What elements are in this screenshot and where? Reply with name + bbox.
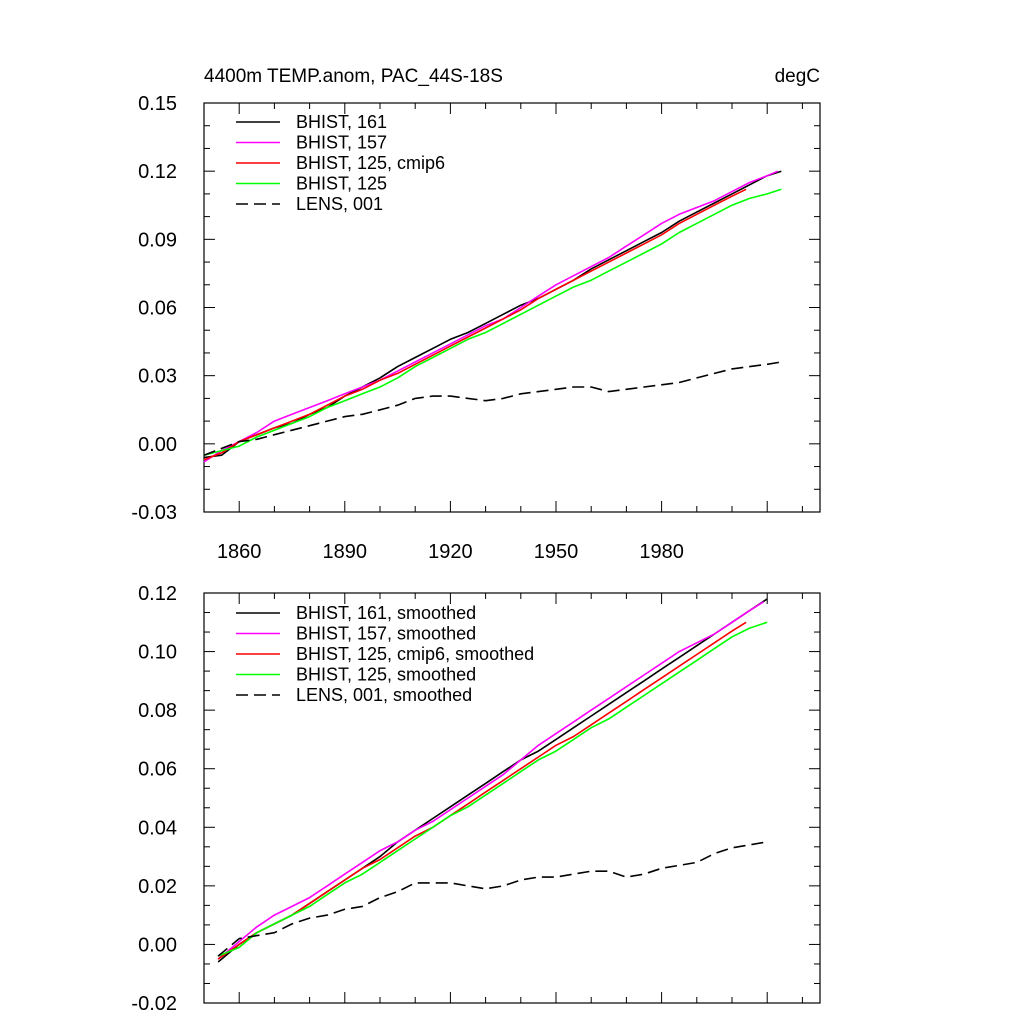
x-tick-label: 1950 <box>534 541 579 563</box>
y-tick-label: 0.10 <box>138 642 177 664</box>
x-tick-label: 1980 <box>639 541 684 563</box>
y-tick-label: 0.09 <box>138 229 177 251</box>
legend-label: LENS, 001, smoothed <box>296 685 472 705</box>
series-line <box>203 170 782 459</box>
axes-top: -0.03 0.00 0.03 0.06 0.09 0.12 0.15 1860 1890 192… <box>131 93 821 563</box>
y-tick-label: 0.03 <box>138 366 177 388</box>
legend-label: BHIST, 157 <box>296 133 387 153</box>
series-line <box>203 170 779 463</box>
legend-label: BHIST, 161 <box>296 112 387 132</box>
legend-label: BHIST, 161, smoothed <box>296 603 476 623</box>
y-tick-label: -0.03 <box>131 502 177 524</box>
series-line <box>217 621 747 960</box>
series-line <box>217 601 765 960</box>
axes-bottom: -0.02 0.00 0.02 0.04 0.06 0.08 0.10 0.12 <box>131 583 821 1015</box>
x-tick-label: 1890 <box>323 541 368 563</box>
units-label: degC <box>775 66 820 87</box>
y-tick-label: 0.06 <box>138 298 177 320</box>
x-tick-label: 1860 <box>217 541 262 563</box>
chart-title: 4400m TEMP.anom, PAC_44S-18S <box>204 66 503 87</box>
top-panel: 4400m TEMP.anom, PAC_44S-18S degC -0.03 0… <box>131 66 821 563</box>
series-line <box>203 361 782 456</box>
series-line <box>203 188 747 461</box>
series-top <box>203 170 782 463</box>
y-tick-label: 0.04 <box>138 817 177 839</box>
series-line <box>217 621 768 957</box>
legend-label: BHIST, 125, smoothed <box>296 665 476 685</box>
bottom-panel: -0.02 0.00 0.02 0.04 0.06 0.08 0.10 0.12 BHIST,… <box>131 583 821 1015</box>
x-tick-label: 1920 <box>428 541 473 563</box>
y-tick-label: 0.12 <box>138 161 177 183</box>
series-bottom <box>217 598 768 963</box>
legend-label: BHIST, 125 <box>296 174 387 194</box>
plot-frame <box>203 592 821 1004</box>
legend-label: LENS, 001 <box>296 194 383 214</box>
y-tick-label: 0.02 <box>138 876 177 898</box>
legend-label: BHIST, 157, smoothed <box>296 624 476 644</box>
y-tick-label: -0.02 <box>131 993 177 1015</box>
y-tick-label: 0.00 <box>138 434 177 456</box>
y-tick-label: 0.06 <box>138 759 177 781</box>
legend-label: BHIST, 125, cmip6, smoothed <box>296 644 534 664</box>
y-tick-label: 0.08 <box>138 700 177 722</box>
series-line <box>217 841 768 957</box>
y-tick-label: 0.00 <box>138 934 177 956</box>
y-tick-label: 0.15 <box>138 93 177 115</box>
series-line <box>203 188 782 456</box>
legend-label: BHIST, 125, cmip6 <box>296 153 445 173</box>
y-tick-label: 0.12 <box>138 583 177 605</box>
